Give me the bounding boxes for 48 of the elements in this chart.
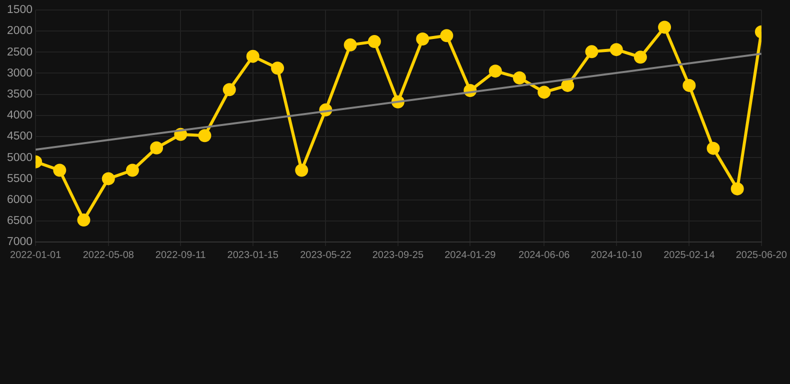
point — [561, 78, 574, 92]
x-tick-label: 2024-01-29 — [444, 250, 496, 261]
y-tick-label: 5000 — [6, 152, 33, 164]
y-tick-label: 6000 — [6, 194, 33, 206]
point — [368, 35, 381, 48]
point — [344, 38, 357, 52]
y-tick-label: 2500 — [6, 46, 33, 58]
x-tick-label: 2024-10-10 — [590, 250, 642, 261]
point — [634, 50, 647, 64]
y-tick-label: 3000 — [6, 67, 33, 80]
point — [730, 182, 744, 196]
y-tick-label: 4000 — [6, 110, 33, 122]
point — [295, 164, 308, 177]
x-tick-label: 2023-01-15 — [227, 250, 279, 261]
point — [538, 86, 551, 99]
x-tick-label: 2022-09-11 — [155, 250, 206, 261]
y-tick-label: 7000 — [6, 236, 33, 248]
x-tick-label: 2025-06-20 — [736, 250, 788, 261]
y-tick-label: 1500 — [6, 4, 33, 16]
point — [150, 141, 164, 154]
x-tick-label: 2025-02-14 — [664, 250, 716, 261]
point — [658, 20, 672, 34]
point — [271, 62, 284, 75]
point — [53, 164, 66, 177]
x-tick-label: 2023-09-25 — [372, 250, 424, 261]
x-tick-label: 2022-05-08 — [82, 250, 134, 261]
y-tick-label: 2000 — [6, 25, 33, 38]
point — [706, 142, 720, 155]
y-tick-label: 4500 — [6, 130, 33, 143]
y-tick-label: 3500 — [6, 88, 33, 100]
point — [682, 78, 696, 92]
point — [416, 32, 430, 46]
point — [585, 45, 598, 58]
point — [198, 129, 212, 142]
point — [102, 172, 115, 186]
point — [512, 71, 526, 84]
point — [222, 83, 236, 96]
point — [246, 50, 260, 63]
y-tick-label: 5500 — [6, 172, 33, 185]
point — [610, 43, 623, 56]
x-tick-label: 2023-05-22 — [300, 250, 352, 261]
y-tick-label: 6500 — [6, 215, 33, 228]
x-tick-label: 2024-06-06 — [518, 250, 570, 261]
point — [440, 29, 454, 42]
x-tick-label: 2022-01-01 — [10, 250, 62, 261]
point — [77, 214, 90, 227]
point — [126, 164, 139, 177]
point — [488, 64, 502, 78]
